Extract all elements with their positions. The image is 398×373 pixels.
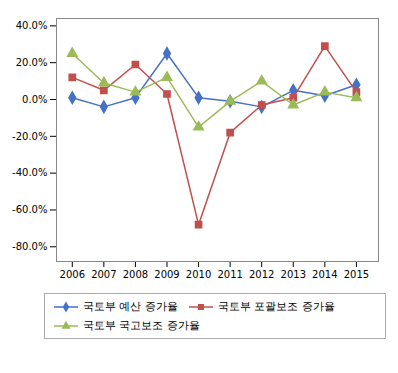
svg-text:2006: 2006 xyxy=(60,269,85,280)
svg-text:2015: 2015 xyxy=(344,269,369,280)
svg-text:2014: 2014 xyxy=(312,269,337,280)
svg-text:0.0%: 0.0% xyxy=(22,94,47,105)
svg-text:-20.0%: -20.0% xyxy=(12,131,47,142)
svg-text:-40.0%: -40.0% xyxy=(12,167,47,178)
svg-text:2011: 2011 xyxy=(217,269,242,280)
svg-text:20.0%: 20.0% xyxy=(16,57,48,68)
svg-text:-80.0%: -80.0% xyxy=(12,241,47,252)
html-text:국토부 국고보조 증가율: 국토부 국고보조 증가율 xyxy=(83,319,200,332)
svg-text:-60.0%: -60.0% xyxy=(12,204,47,215)
svg-text:40.0%: 40.0% xyxy=(16,20,48,31)
svg-text:2009: 2009 xyxy=(154,269,179,280)
svg-text:2010: 2010 xyxy=(186,269,211,280)
html-text:국토부 포괄보조 증가율: 국토부 포괄보조 증가율 xyxy=(218,300,335,313)
svg-text:2007: 2007 xyxy=(91,269,116,280)
svg-text:2012: 2012 xyxy=(249,269,274,280)
html-text:국토부 예산 증가율: 국토부 예산 증가율 xyxy=(83,300,178,313)
svg-text:2008: 2008 xyxy=(123,269,148,280)
svg-text:2013: 2013 xyxy=(281,269,306,280)
